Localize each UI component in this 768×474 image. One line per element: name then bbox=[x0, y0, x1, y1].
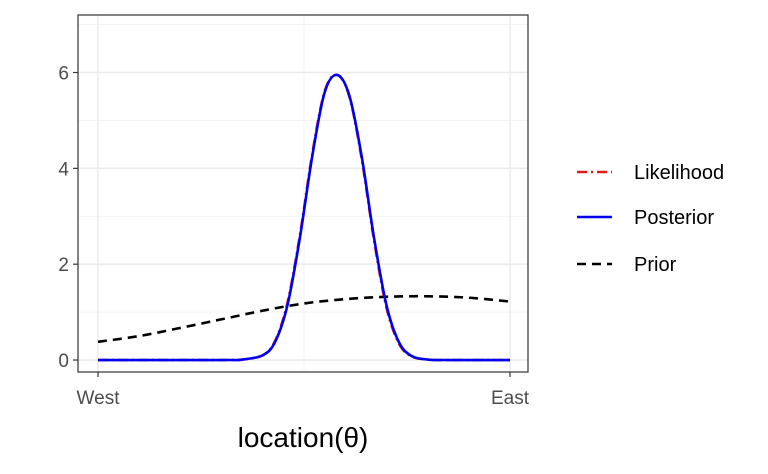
x-axis-title: location(θ) bbox=[238, 422, 369, 453]
x-axis: West East bbox=[77, 372, 530, 409]
y-tick-label: 6 bbox=[58, 64, 69, 85]
y-tick-label: 2 bbox=[58, 255, 69, 276]
x-tick-label: East bbox=[491, 388, 530, 409]
x-tick-label: West bbox=[77, 388, 121, 409]
series-line-posterior bbox=[97, 73, 511, 362]
series-layer bbox=[97, 73, 511, 362]
minor-grid bbox=[78, 15, 528, 372]
legend-label-posterior: Posterior bbox=[634, 207, 714, 229]
panel-border bbox=[77, 14, 529, 373]
series-line-prior bbox=[97, 294, 511, 344]
y-tick-label: 4 bbox=[58, 159, 69, 180]
legend-label-prior: Prior bbox=[634, 254, 677, 276]
panel-background bbox=[78, 15, 528, 372]
y-axis: 0 2 4 6 bbox=[58, 64, 78, 372]
legend-label-likelihood: Likelihood bbox=[634, 162, 724, 184]
legend: Likelihood Posterior Prior bbox=[577, 162, 724, 276]
y-tick-label: 0 bbox=[58, 351, 69, 372]
